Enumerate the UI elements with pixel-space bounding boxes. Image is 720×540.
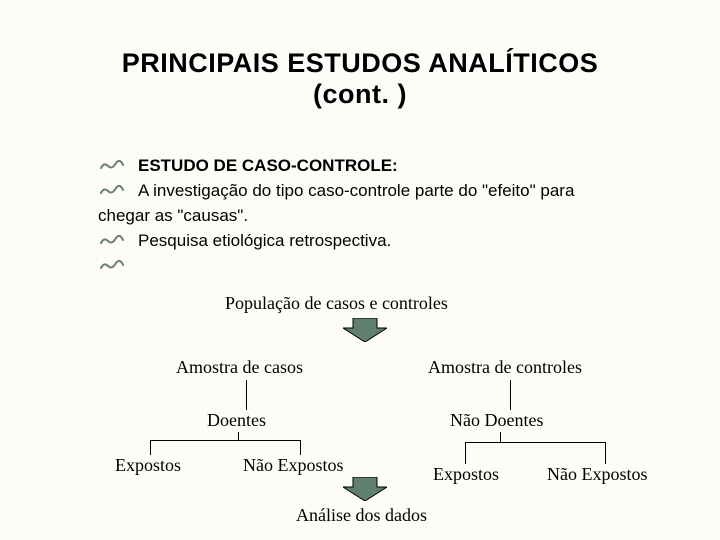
left-sample: Amostra de casos: [176, 357, 303, 378]
bullet-p2: Pesquisa etiológica retrospectiva.: [138, 230, 660, 253]
bullet-row-heading: ESTUDO DE CASO-CONTROLE:: [100, 155, 660, 178]
bullet-row-p2: Pesquisa etiológica retrospectiva.: [100, 230, 660, 253]
bullet-row-p1b: chegar as "causas".: [100, 205, 660, 228]
bullet-icon: [100, 259, 124, 275]
slide-title: PRINCIPAIS ESTUDOS ANALÍTICOS (cont. ): [0, 48, 720, 110]
left-status: Doentes: [207, 410, 266, 431]
bullet-icon: [100, 159, 124, 175]
conn-left-fork-d2: [300, 440, 301, 455]
conn-right-1: [510, 380, 511, 410]
right-status: Não Doentes: [450, 410, 543, 431]
diagram-result: Análise dos dados: [296, 505, 427, 526]
slide-root: PRINCIPAIS ESTUDOS ANALÍTICOS (cont. ) E…: [0, 0, 720, 540]
bullet-block: ESTUDO DE CASO-CONTROLE: A investigação …: [100, 155, 660, 277]
arrow-down-2: [343, 477, 387, 501]
diagram-root: População de casos e controles: [225, 293, 448, 314]
bullet-empty: [138, 255, 660, 275]
arrow-down-1: [343, 318, 387, 342]
conn-right-fork-d1: [465, 442, 466, 464]
bullet-p1a: A investigação do tipo caso-controle par…: [138, 180, 660, 203]
bullet-row-empty: [100, 255, 660, 275]
conn-right-fork-bar: [465, 442, 605, 443]
bullet-heading: ESTUDO DE CASO-CONTROLE:: [138, 155, 660, 178]
conn-right-fork-stem: [500, 432, 501, 442]
conn-left-fork-d1: [150, 440, 151, 455]
left-not-exposed: Não Expostos: [243, 455, 344, 476]
bullet-icon: [100, 184, 124, 200]
title-line-1: PRINCIPAIS ESTUDOS ANALÍTICOS: [122, 48, 599, 78]
title-line-2: (cont. ): [0, 79, 720, 110]
left-exposed: Expostos: [115, 455, 181, 476]
right-not-exposed: Não Expostos: [547, 464, 648, 485]
bullet-row-p1a: A investigação do tipo caso-controle par…: [100, 180, 660, 203]
conn-left-1: [246, 380, 247, 410]
bullet-icon: [100, 234, 124, 250]
conn-right-fork-d2: [605, 442, 606, 464]
conn-left-fork-bar: [150, 440, 300, 441]
conn-left-fork-stem: [238, 432, 239, 440]
right-sample: Amostra de controles: [428, 357, 582, 378]
right-exposed: Expostos: [433, 464, 499, 485]
bullet-p1b: chegar as "causas".: [98, 205, 660, 228]
